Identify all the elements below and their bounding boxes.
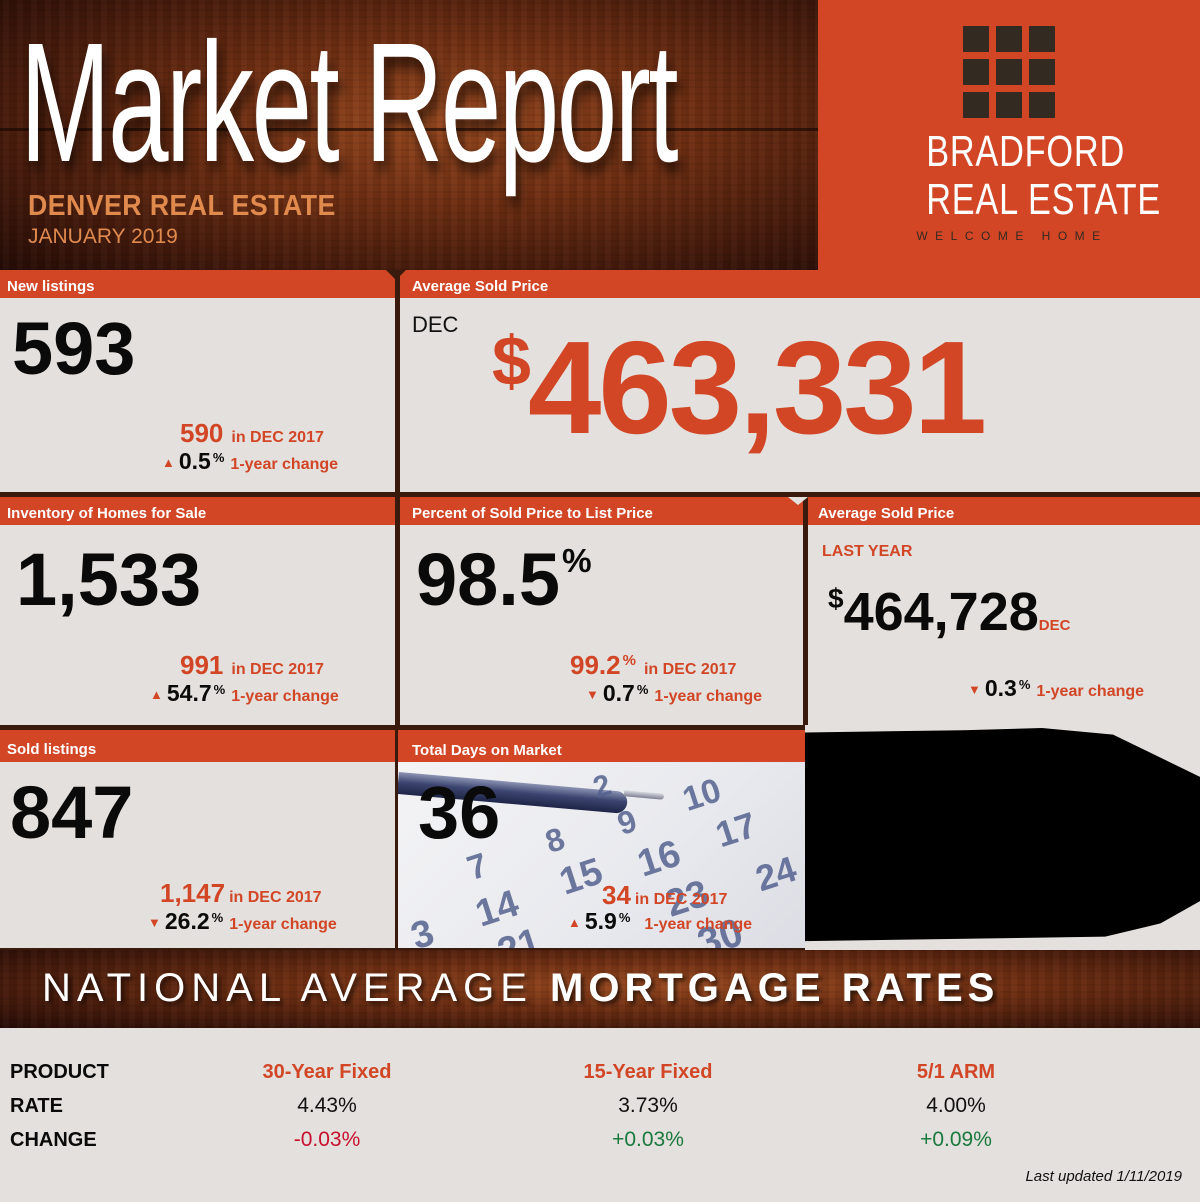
brand-logo-panel: BRADFORD REAL ESTATE WELCOME HOME	[818, 0, 1200, 270]
card-sold-listings: Sold listings 847 1,147 in DEC 2017 ▼ 26.2…	[0, 730, 395, 948]
metric-value: 847	[10, 771, 134, 854]
card-title: Total Days on Market	[398, 730, 805, 762]
card-title: Inventory of Homes for Sale	[0, 497, 395, 525]
price-month-label: DEC	[412, 312, 459, 337]
card-average-sold-price-last-year: Average Sold Price LAST YEAR $464,728DEC…	[808, 497, 1200, 725]
card-title: Average Sold Price	[808, 497, 1200, 525]
card-days-on-market: 2 10 9 17 8 16 7 15 24 14 23 3 21 30 Tot…	[398, 730, 805, 948]
row-label-change: CHANGE	[10, 1129, 97, 1151]
mortgage-section-title: NATIONAL AVERAGE MORTGAGE RATES	[42, 966, 1000, 1010]
window-grid-logo-icon	[963, 26, 1057, 118]
brand-name-line1: BRADFORD	[926, 127, 1126, 176]
previous-year-value: 1,147 in DEC 2017	[160, 878, 322, 908]
brand-tagline: WELCOME HOME	[916, 229, 1108, 243]
card-sold-to-list-ratio: Percent of Sold Price to List Price 98.5…	[400, 497, 803, 725]
product-5-1-arm: 5/1 ARM	[916, 1061, 996, 1083]
rate-30-year-fixed: 4.43%	[297, 1094, 357, 1117]
wood-seam	[0, 128, 818, 131]
report-subtitle: DENVER REAL ESTATE	[28, 190, 336, 222]
product-30-year-fixed: 30-Year Fixed	[262, 1061, 392, 1083]
previous-year-value: 99.2 %in DEC 2017	[570, 650, 737, 680]
previous-year-value: 590 in DEC 2017	[180, 418, 324, 448]
metric-value: 98.5%	[416, 538, 592, 621]
product-15-year-fixed: 15-Year Fixed	[583, 1061, 713, 1083]
redacted-block	[805, 728, 1200, 942]
metric-value: 593	[12, 307, 136, 390]
row-label-rate: RATE	[10, 1095, 63, 1117]
notch-pointer	[386, 270, 406, 280]
mortgage-rates-banner: NATIONAL AVERAGE MORTGAGE RATES	[0, 950, 1200, 1028]
card-title: Percent of Sold Price to List Price	[400, 497, 803, 525]
one-year-change: ▼ 0.7% 1-year change	[586, 680, 763, 706]
arrow-down-icon: ▼	[586, 687, 599, 702]
period-label: LAST YEAR	[822, 543, 913, 560]
change-15-year-fixed: +0.03%	[612, 1128, 684, 1151]
rate-5-1-arm: 4.00%	[926, 1094, 986, 1117]
arrow-down-icon: ▼	[968, 682, 981, 697]
card-title: Average Sold Price	[400, 270, 1200, 298]
one-year-change: ▼ 26.2% 1-year change	[148, 908, 337, 934]
last-year-price-value: $464,728DEC	[828, 582, 1071, 642]
notch-pointer	[788, 497, 808, 505]
card-average-sold-price: Average Sold Price DEC $463,331	[400, 270, 1200, 492]
row-label-product: PRODUCT	[10, 1061, 109, 1083]
card-title: New listings	[0, 270, 395, 298]
calendar-photo: 2 10 9 17 8 16 7 15 24 14 23 3 21 30	[398, 758, 805, 948]
card-new-listings: New listings 593 590 in DEC 2017 ▲ 0.5% 1-y…	[0, 270, 395, 492]
brand-name-line2: REAL ESTATE	[926, 175, 1162, 224]
one-year-change: ▲ 5.9% 1-year change	[568, 908, 753, 934]
arrow-up-icon: ▲	[568, 915, 581, 930]
mortgage-rates-table: PRODUCT RATE CHANGE 30-Year Fixed 4.43% …	[0, 1028, 1200, 1202]
card-title: Sold listings	[0, 730, 395, 762]
one-year-change: ▲ 0.5% 1-year change	[162, 448, 339, 474]
metric-value: 36	[418, 771, 501, 854]
change-30-year-fixed: -0.03%	[293, 1128, 361, 1151]
rate-15-year-fixed: 3.73%	[618, 1094, 678, 1117]
arrow-up-icon: ▲	[162, 455, 175, 470]
header-banner: Market Report DENVER REAL ESTATE JANUARY…	[0, 0, 818, 270]
change-5-1-arm: +0.09%	[920, 1128, 992, 1151]
one-year-change: ▼ 0.3% 1-year change	[968, 675, 1145, 701]
card-inventory: Inventory of Homes for Sale 1,533 991 in …	[0, 497, 395, 725]
last-updated-note: Last updated 1/11/2019	[1025, 1168, 1182, 1185]
previous-year-value: 34 in DEC 2017	[602, 880, 728, 910]
one-year-change: ▲ 54.7% 1-year change	[150, 680, 339, 706]
previous-year-value: 991 in DEC 2017	[180, 650, 324, 680]
arrow-down-icon: ▼	[148, 915, 161, 930]
report-date: JANUARY 2019	[28, 225, 178, 248]
average-sold-price-value: $463,331	[492, 314, 987, 461]
page-title: Market Report	[20, 8, 679, 198]
metric-value: 1,533	[16, 538, 202, 621]
arrow-up-icon: ▲	[150, 687, 163, 702]
